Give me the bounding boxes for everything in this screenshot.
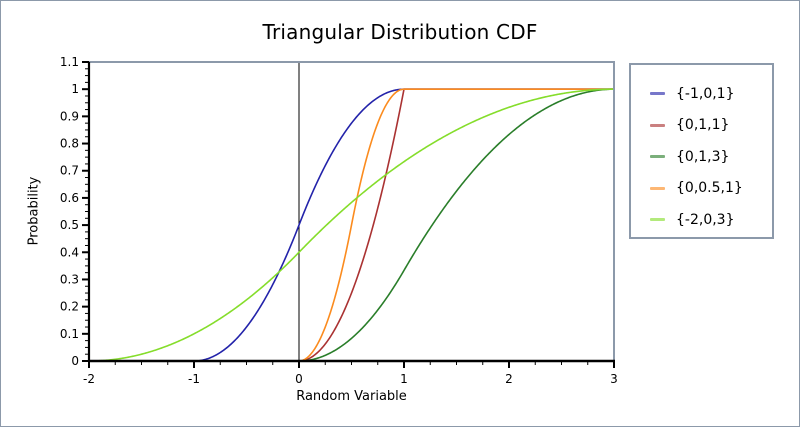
x-tick-label: 3 xyxy=(610,372,618,386)
y-tick-label: 1 xyxy=(71,82,79,96)
y-tick-label: 1.1 xyxy=(60,55,79,69)
legend-swatch-icon xyxy=(650,155,665,159)
legend-item-4: {-2,0,3} xyxy=(631,204,772,236)
legend-swatch-icon xyxy=(650,92,665,96)
cdf-curve-4 xyxy=(89,88,614,362)
x-tick-label: 2 xyxy=(505,372,513,386)
x-tick-label: -2 xyxy=(83,372,95,386)
x-axis-label: Random Variable xyxy=(296,389,407,404)
legend-label: {-2,0,3} xyxy=(676,211,735,228)
legend-swatch-icon xyxy=(650,218,665,222)
chart-title: Triangular Distribution CDF xyxy=(262,20,538,44)
y-tick-label: 0.6 xyxy=(60,191,79,205)
legend-label: {0,1,1} xyxy=(676,117,730,134)
y-tick-label: 0 xyxy=(71,354,79,368)
legend-item-1: {0,1,1} xyxy=(631,110,772,142)
y-tick-label: 0.3 xyxy=(60,272,79,286)
y-tick-label: 0.7 xyxy=(60,164,79,178)
legend-swatch-icon xyxy=(650,186,665,190)
y-tick-label: 0.1 xyxy=(60,327,79,341)
legend-label: {0,0.5,1} xyxy=(676,180,743,197)
legend-item-3: {0,0.5,1} xyxy=(631,173,772,205)
cdf-curve-3 xyxy=(89,88,614,362)
y-tick-label: 0.2 xyxy=(60,300,79,314)
legend-label: {-1,0,1} xyxy=(676,85,735,102)
y-tick-label: 0.9 xyxy=(60,109,79,123)
y-tick-label: 0.5 xyxy=(60,218,79,232)
y-tick-label: 0.8 xyxy=(60,137,79,151)
legend-item-0: {-1,0,1} xyxy=(631,78,772,110)
x-tick-label: 0 xyxy=(295,372,303,386)
x-tick-label: 1 xyxy=(400,372,408,386)
y-tick-label: 0.4 xyxy=(60,245,79,259)
plot-frame xyxy=(89,61,615,361)
legend-swatch-icon xyxy=(650,123,665,127)
x-tick-label: -1 xyxy=(188,372,200,386)
y-axis-label: Probability xyxy=(26,176,42,246)
legend-label: {0,1,3} xyxy=(676,148,730,165)
legend-item-2: {0,1,3} xyxy=(631,141,772,173)
legend: {-1,0,1} {0,1,1} {0,1,3} {0,0.5,1} {-2,0,3} xyxy=(629,63,774,239)
